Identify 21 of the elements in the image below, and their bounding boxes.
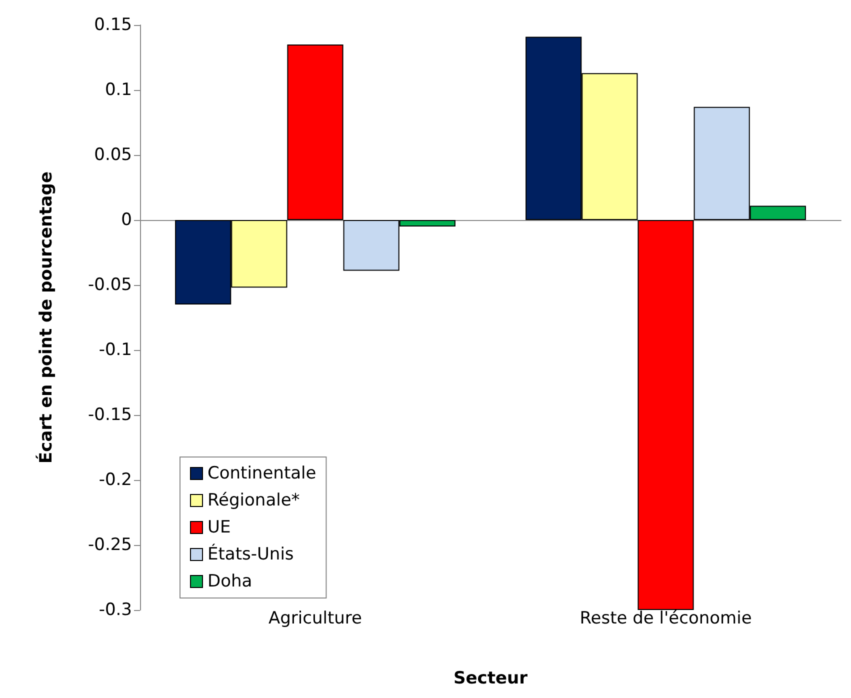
- y-tick-label: -0.25: [88, 535, 132, 555]
- y-tick-label: -0.05: [88, 275, 132, 295]
- y-axis-title: Écart en point de pourcentage: [36, 172, 56, 464]
- legend-label: Régionale*: [208, 490, 300, 510]
- legend-label: États-Unis: [208, 544, 294, 564]
- y-tick-label: 0.15: [94, 15, 132, 35]
- y-tick-label: -0.3: [98, 600, 132, 620]
- legend-label: Doha: [208, 572, 252, 592]
- y-tick-label: -0.1: [98, 340, 132, 360]
- y-tick-label: -0.2: [98, 470, 132, 490]
- x-tick-label: Agriculture: [268, 608, 362, 628]
- bar: [287, 44, 344, 220]
- bar: [638, 220, 694, 610]
- y-tick-label: 0.05: [94, 145, 132, 165]
- y-tick-label: -0.15: [88, 405, 132, 425]
- y-tick-label: 0.1: [104, 80, 132, 100]
- x-axis-title: Secteur: [454, 668, 528, 688]
- legend-label: UE: [208, 518, 231, 538]
- x-tick-label: Reste de l'économie: [580, 608, 752, 628]
- legend-label: Continentale: [208, 464, 316, 484]
- y-tick-label: 0: [121, 210, 132, 230]
